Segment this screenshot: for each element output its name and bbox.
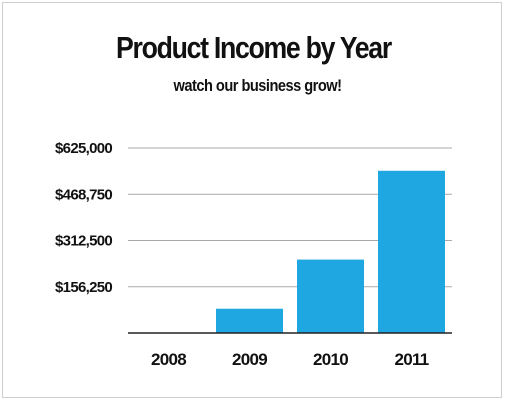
- y-tick-label: $468,750: [55, 186, 112, 203]
- bar-2011: [378, 170, 445, 333]
- bar-2009: [216, 308, 283, 333]
- bar-2010: [297, 259, 364, 333]
- chart-subtitle: watch our business grow!: [173, 76, 342, 95]
- x-tick-label: 2009: [232, 350, 267, 369]
- y-tick-label: $312,500: [55, 233, 112, 250]
- chart-title: Product Income by Year: [116, 30, 392, 65]
- y-tick-label: $625,000: [55, 140, 112, 157]
- x-tick-label: 2008: [151, 350, 186, 369]
- x-tick-label: 2011: [394, 350, 428, 369]
- y-tick-label: $156,250: [55, 279, 112, 296]
- x-tick-label: 2010: [313, 350, 348, 369]
